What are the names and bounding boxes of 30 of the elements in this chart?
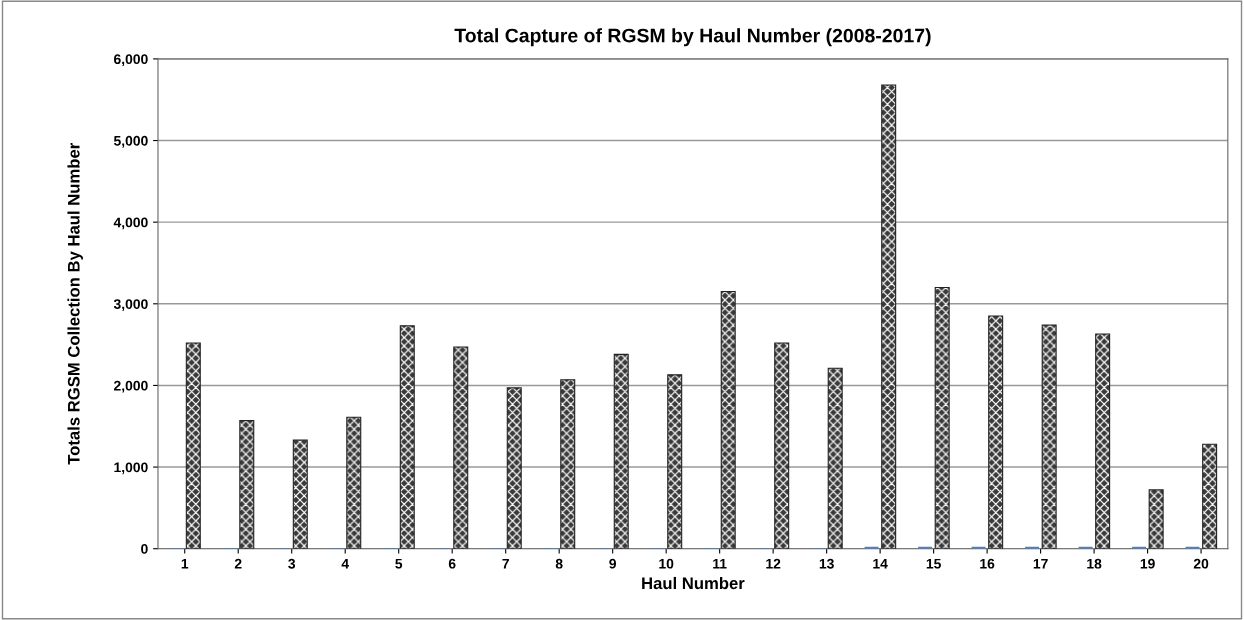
x-tick-label: 19 [1140, 558, 1155, 569]
x-tick-label: 14 [873, 558, 888, 569]
y-axis-title: Totals RGSM Collection By Haul Number [67, 143, 83, 465]
y-tick-label: 5,000 [113, 135, 148, 148]
chart-title: Total Capture of RGSM by Haul Number (2008-2017) [454, 28, 931, 47]
x-tick-label: 11 [713, 558, 727, 569]
x-tick-label: 9 [609, 558, 617, 569]
x-tick-label: 20 [1193, 558, 1209, 569]
x-tick-label: 10 [659, 558, 674, 569]
x-tick-label: 1 [181, 558, 189, 569]
x-tick-label: 4 [341, 558, 349, 569]
y-tick-label: 3,000 [113, 299, 148, 311]
x-tick-label: 13 [819, 558, 834, 569]
x-tick-label: 2 [234, 558, 242, 569]
x-tick-label: 8 [555, 558, 563, 569]
y-tick-label: 1,000 [114, 462, 148, 475]
y-tick-label: 6,000 [114, 54, 148, 67]
y-tick-label: 2,000 [113, 380, 148, 393]
x-tick-label: 18 [1087, 558, 1102, 569]
x-tick-label: 7 [502, 558, 509, 569]
x-tick-label: 17 [1033, 558, 1048, 569]
x-tick-label: 5 [395, 558, 403, 569]
x-tick-label: 12 [766, 558, 781, 569]
x-tick-label: 16 [980, 558, 995, 569]
x-tick-label: 15 [926, 558, 941, 569]
y-tick-label: 4,000 [113, 217, 148, 230]
x-tick-label: 3 [288, 558, 296, 569]
x-tick-label: 6 [448, 558, 456, 569]
x-axis-title: Haul Number [642, 576, 745, 590]
y-tick-label: 0 [141, 544, 148, 554]
